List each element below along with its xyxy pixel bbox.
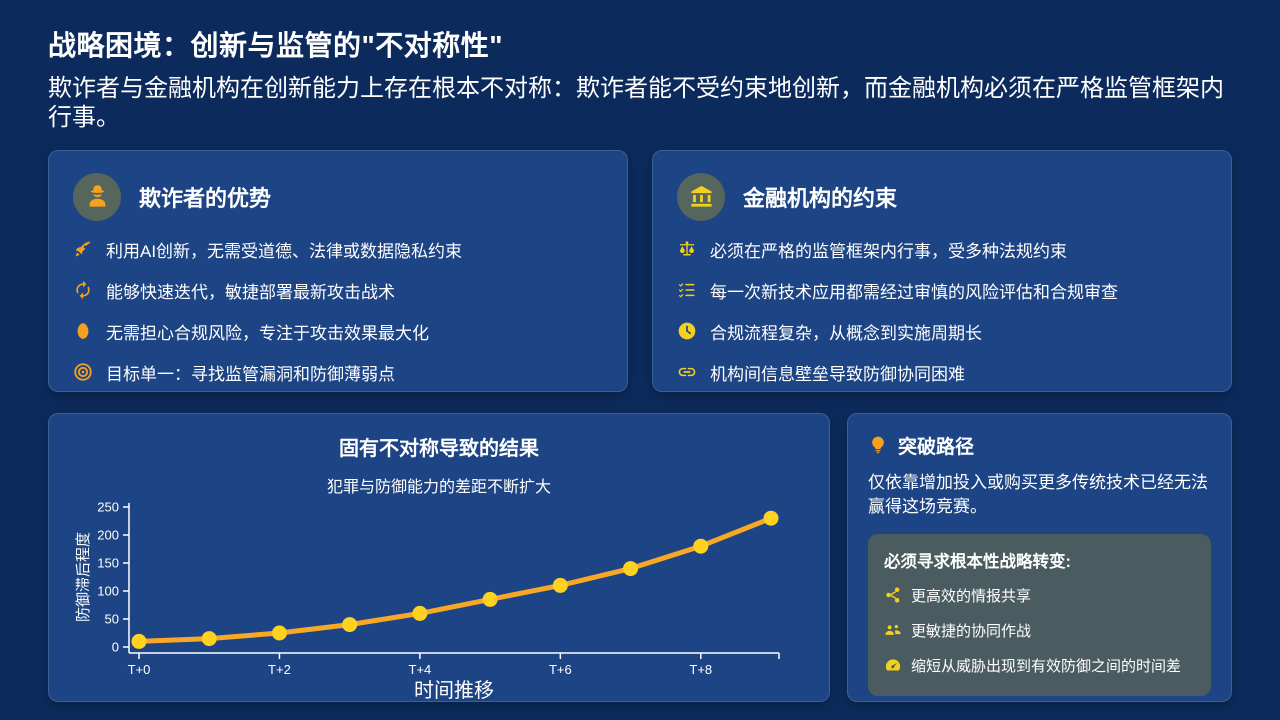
bullseye-icon — [73, 362, 93, 382]
list-item-text: 合规流程复杂，从概念到实施周期长 — [710, 323, 982, 343]
institutions-card: 金融机构的约束 必须在严格的监管框架内行事，受多种法规约束每一次新技术应用都需经… — [652, 149, 1232, 392]
list-item: 每一次新技术应用都需经过审慎的风险评估和合规审查 — [677, 278, 1207, 303]
svg-text:200: 200 — [97, 527, 119, 542]
list-item-text: 必须在严格的监管框架内行事，受多种法规约束 — [710, 241, 1067, 261]
list-item-text: 机构间信息壁垒导致防御协同困难 — [710, 364, 965, 384]
egg-icon — [73, 321, 93, 341]
list-item: 目标单一：寻找监管漏洞和防御薄弱点 — [73, 360, 603, 385]
chart-subtitle: 犯罪与防御能力的差距不断扩大 — [326, 478, 551, 496]
breakthrough-paragraph: 仅依靠增加投入或购买更多传统技术已经无法赢得这场竞赛。 — [868, 472, 1208, 517]
list-item-text: 更高效的情报共享 — [911, 587, 1032, 605]
list-item-text: 每一次新技术应用都需经过审慎的风险评估和合规审查 — [710, 282, 1118, 302]
svg-text:150: 150 — [97, 555, 119, 570]
svg-text:250: 250 — [97, 499, 119, 514]
lightbulb-icon — [868, 435, 888, 455]
link-icon — [677, 362, 697, 382]
chart-title: 固有不对称导致的结果 — [339, 437, 539, 460]
fraudsters-bullet-list: 利用AI创新，无需受道德、法律或数据隐私约束 能够快速迭代，敏捷部署最新攻击战术无… — [73, 237, 603, 385]
list-item: 合规流程复杂，从概念到实施周期长 — [677, 319, 1207, 344]
list-item: 缩短从威胁出现到有效防御之间的时间差 — [884, 655, 1195, 676]
svg-text:100: 100 — [97, 583, 119, 598]
list-item-text: 更敏捷的协同作战 — [911, 622, 1032, 640]
tasks-icon — [677, 280, 697, 300]
svg-text:T+2: T+2 — [268, 662, 291, 677]
list-item: 无需担心合规风险，专注于攻击效果最大化 — [73, 319, 603, 344]
institutions-bullet-list: 必须在严格的监管框架内行事，受多种法规约束每一次新技术应用都需经过审慎的风险评估… — [677, 237, 1207, 385]
breakthrough-card: 突破路径 仅依靠增加投入或购买更多传统技术已经无法赢得这场竞赛。 必须寻求根本性… — [847, 412, 1232, 702]
chart-card: 固有不对称导致的结果 犯罪与防御能力的差距不断扩大 0 50 100 150 200 25… — [48, 412, 830, 702]
share-nodes-icon — [884, 586, 902, 604]
institutions-card-header: 金融机构的约束 — [677, 172, 1207, 221]
fraudsters-card-header: 欺诈者的优势 — [73, 172, 603, 221]
list-item-text: 目标单一：寻找监管漏洞和防御薄弱点 — [106, 364, 395, 384]
svg-text:T+6: T+6 — [549, 662, 572, 677]
institutions-card-title: 金融机构的约束 — [743, 185, 898, 211]
strategy-bullet-list: 更高效的情报共享 更敏捷的协同作战缩短从威胁出现到有效防御之间的时间差 — [884, 585, 1195, 676]
svg-text:T+8: T+8 — [689, 662, 712, 677]
page-subtitle: 欺诈者与金融机构在创新能力上存在根本不对称：欺诈者能不受约束地创新，而金融机构必… — [48, 75, 1224, 132]
list-item: 必须在严格的监管框架内行事，受多种法规约束 — [677, 237, 1207, 262]
list-item-text: 利用AI创新，无需受道德、法律或数据隐私约束 — [106, 241, 463, 261]
bottom-row: 固有不对称导致的结果 犯罪与防御能力的差距不断扩大 0 50 100 150 200 25… — [48, 412, 1232, 702]
strategy-box-title: 必须寻求根本性战略转变: — [884, 552, 1071, 571]
page-title: 战略困境：创新与监管的"不对称性" — [48, 30, 504, 61]
top-cards-row: 欺诈者的优势 利用AI创新，无需受道德、法律或数据隐私约束 能够快速迭代，敏捷部署… — [48, 149, 1232, 392]
rocket-icon — [73, 239, 93, 259]
clock-icon — [677, 321, 697, 341]
users-icon — [884, 621, 902, 639]
list-item-text: 缩短从威胁出现到有效防御之间的时间差 — [911, 657, 1182, 675]
list-item-text: 无需担心合规风险，专注于攻击效果最大化 — [106, 323, 429, 343]
bank-icon — [677, 172, 725, 221]
sync-icon — [73, 280, 93, 300]
svg-text:50: 50 — [105, 611, 119, 626]
fraudsters-card-title: 欺诈者的优势 — [139, 185, 272, 211]
list-item: 能够快速迭代，敏捷部署最新攻击战术 — [73, 278, 603, 303]
user-secret-icon — [73, 172, 121, 221]
balance-scale-icon — [677, 239, 697, 259]
svg-text:T+4: T+4 — [409, 662, 432, 677]
list-item-text: 能够快速迭代，敏捷部署最新攻击战术 — [106, 282, 395, 302]
list-item: 利用AI创新，无需受道德、法律或数据隐私约束 — [73, 237, 603, 262]
svg-text:时间推移: 时间推移 — [414, 679, 494, 702]
list-item: 机构间信息壁垒导致防御协同困难 — [677, 360, 1207, 385]
list-item: 更敏捷的协同作战 — [884, 620, 1195, 641]
fraudsters-card: 欺诈者的优势 利用AI创新，无需受道德、法律或数据隐私约束 能够快速迭代，敏捷部署… — [48, 149, 628, 392]
svg-text:0: 0 — [112, 639, 119, 654]
breakthrough-card-title: 突破路径 — [898, 436, 975, 458]
list-item: 更高效的情报共享 — [884, 585, 1195, 606]
gauge-icon — [884, 656, 902, 674]
strategy-box: 必须寻求根本性战略转变: 更高效的情报共享 更敏捷的协同作战缩短从威胁出现到有效防… — [868, 533, 1211, 696]
svg-text:T+0: T+0 — [128, 662, 151, 677]
svg-text:防御滞后程度: 防御滞后程度 — [75, 532, 92, 622]
breakthrough-card-header: 突破路径 — [868, 432, 1211, 459]
